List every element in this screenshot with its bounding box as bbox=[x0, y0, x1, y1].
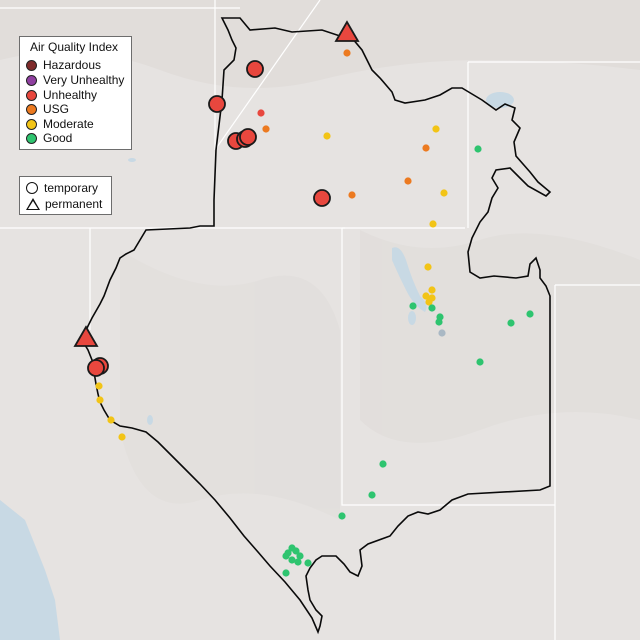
region-boundary bbox=[81, 17, 552, 635]
aqi-legend-title: Air Quality Index bbox=[30, 40, 119, 54]
monitor-dot bbox=[428, 304, 436, 312]
legend-item-unhealthy: Unhealthy bbox=[26, 88, 97, 102]
monitor-dot bbox=[296, 552, 304, 560]
temporary-monitor-marker bbox=[239, 128, 257, 146]
legend-label-usg: USG bbox=[43, 102, 70, 116]
legend-item-moderate: Moderate bbox=[26, 117, 94, 131]
legend-item-good: Good bbox=[26, 131, 72, 145]
monitor-dot bbox=[429, 220, 437, 228]
monitor-dot bbox=[118, 433, 126, 441]
temporary-monitor-marker bbox=[313, 189, 331, 207]
legend-label-good: Good bbox=[43, 131, 73, 145]
swatch-good bbox=[26, 132, 37, 144]
legend-item-usg: USG bbox=[26, 102, 69, 116]
legend-label-unhealthy: Unhealthy bbox=[43, 88, 98, 102]
monitor-dot bbox=[404, 177, 412, 185]
aqi-points bbox=[73, 20, 534, 577]
monitor-dot bbox=[282, 552, 290, 560]
legend-label-hazardous: Hazardous bbox=[43, 58, 102, 72]
legend-label-permanent: permanent bbox=[45, 197, 103, 211]
monitor-dot bbox=[96, 396, 104, 404]
monitor-dot bbox=[304, 559, 312, 567]
swatch-hazardous bbox=[26, 59, 37, 71]
monitor-dot bbox=[422, 144, 430, 152]
legend-item-very-unhealthy: Very Unhealthy bbox=[26, 73, 124, 87]
monitor-dot bbox=[526, 310, 534, 318]
terrain-shading bbox=[0, 0, 640, 520]
monitor-type-legend: temporary permanent bbox=[19, 176, 112, 215]
monitor-dot bbox=[107, 416, 115, 424]
swatch-moderate bbox=[26, 118, 37, 130]
legend-label-moderate: Moderate bbox=[43, 117, 94, 131]
monitor-dot bbox=[379, 460, 387, 468]
monitor-dot bbox=[474, 145, 482, 153]
monitor-dot bbox=[257, 109, 265, 117]
monitor-dot bbox=[435, 318, 443, 326]
monitor-dot bbox=[428, 286, 436, 294]
monitor-dot bbox=[292, 547, 300, 555]
monitor-dot bbox=[409, 302, 417, 310]
temporary-monitor-marker bbox=[246, 60, 264, 78]
swatch-very-unhealthy bbox=[26, 74, 37, 86]
swatch-usg bbox=[26, 103, 37, 115]
legend-item-permanent: permanent bbox=[26, 197, 102, 211]
monitor-dot bbox=[294, 558, 302, 566]
legend-item-hazardous: Hazardous bbox=[26, 58, 101, 72]
monitor-dot bbox=[424, 263, 432, 271]
monitor-dot bbox=[440, 189, 448, 197]
monitor-dot bbox=[288, 556, 296, 564]
monitor-dot bbox=[343, 49, 351, 57]
legend-label-very-unhealthy: Very Unhealthy bbox=[43, 73, 125, 87]
monitor-dot bbox=[282, 569, 290, 577]
monitor-dot bbox=[438, 329, 446, 337]
aqi-legend: Air Quality Index Hazardous Very Unhealt… bbox=[19, 36, 132, 150]
monitor-dot bbox=[338, 512, 346, 520]
temporary-monitor-marker bbox=[208, 95, 226, 113]
monitor-dot bbox=[262, 125, 270, 133]
permanent-monitor-marker bbox=[73, 325, 99, 347]
monitor-dot bbox=[422, 292, 430, 300]
monitor-dot bbox=[432, 125, 440, 133]
monitor-dot bbox=[323, 132, 331, 140]
legend-item-temporary: temporary bbox=[26, 181, 98, 195]
monitor-dot bbox=[507, 319, 515, 327]
monitor-dot bbox=[348, 191, 356, 199]
temporary-monitor-marker bbox=[87, 359, 105, 377]
monitor-dot bbox=[95, 382, 103, 390]
circle-icon bbox=[26, 182, 38, 194]
monitor-dot bbox=[425, 298, 433, 306]
swatch-unhealthy bbox=[26, 89, 37, 101]
legend-label-temporary: temporary bbox=[44, 181, 99, 195]
monitor-dot bbox=[368, 491, 376, 499]
pacific-ocean bbox=[0, 500, 60, 640]
triangle-icon bbox=[26, 198, 40, 210]
monitor-dot bbox=[476, 358, 484, 366]
permanent-monitor-marker bbox=[334, 20, 360, 42]
